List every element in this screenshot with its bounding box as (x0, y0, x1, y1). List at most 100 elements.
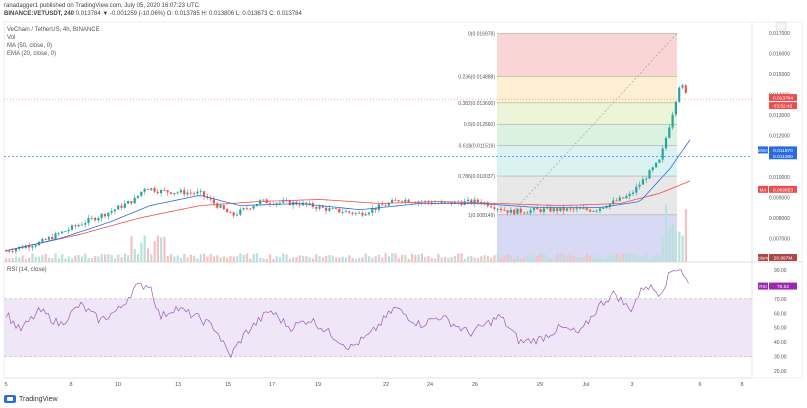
volume-bar (368, 256, 371, 262)
candle-body (173, 192, 176, 194)
candle-body (509, 209, 512, 213)
candle-body (14, 248, 17, 252)
ma-legend[interactable]: MA (50, close, 0) (7, 43, 53, 49)
volume-bar (90, 257, 93, 262)
candle-body (351, 212, 354, 214)
volume-bar (160, 237, 163, 262)
candle-body (463, 201, 466, 205)
candle-body (453, 201, 456, 205)
candle-body (658, 159, 661, 163)
candle-body (282, 200, 285, 203)
candle-body (123, 203, 126, 208)
time-axis-label: 13 (175, 382, 181, 388)
rsi-band (4, 298, 752, 357)
fib-label: 0(0.016978) (468, 31, 495, 37)
volume-bar (424, 256, 427, 262)
volume-bar (381, 257, 384, 262)
price-chart[interactable]: 0(0.016978) 0.236(0.014888) 0.382(0.013600… (0, 0, 807, 395)
candle-body (684, 85, 687, 93)
volume-bar (335, 257, 338, 262)
volume-bar (117, 254, 120, 262)
candle-body (612, 200, 615, 204)
volume-bar (80, 256, 84, 262)
volume-bar (31, 253, 34, 262)
candle-body (466, 199, 470, 202)
volume-bar (417, 254, 420, 262)
volume-bar (628, 253, 631, 262)
candle-body (407, 199, 410, 203)
fib-zone (497, 102, 677, 125)
volume-bar (622, 253, 625, 262)
candle-body (249, 208, 252, 210)
candle-body (622, 197, 625, 199)
volume-bar (183, 253, 186, 262)
volume-bar (308, 257, 311, 262)
volume-bar (229, 256, 232, 262)
candle-body (516, 208, 519, 214)
volume-bar (140, 242, 143, 262)
badge-value-text: 26.997M (774, 256, 793, 262)
candle-body (618, 197, 621, 201)
candle-body (572, 208, 575, 210)
volume-bar (328, 254, 331, 262)
candle-body (367, 212, 371, 215)
volume-bar (671, 223, 674, 262)
volume-bar (674, 230, 678, 262)
rsi-legend[interactable]: RSI (14, close) (7, 267, 47, 273)
time-axis-label: 5 (4, 382, 7, 388)
time-axis-label: 8 (740, 382, 743, 388)
ema-legend[interactable]: EMA (20, close, 0) (7, 51, 57, 57)
volume-bar (641, 255, 645, 262)
candle-body (374, 208, 377, 210)
volume-bar (374, 256, 377, 262)
candle-body (490, 206, 493, 208)
fib-zone (497, 33, 677, 77)
candle-body (67, 229, 70, 232)
volume-bar (533, 254, 536, 262)
volume-bar (440, 257, 443, 262)
candle-body (70, 225, 74, 230)
rsi-tick-label: 30.00 (774, 355, 787, 361)
chart-title: VeChain / TetherUS, 4h, BINANCE (7, 27, 100, 33)
candle-body (589, 209, 592, 212)
symbol: BINANCE:VETUSDT, 240 (4, 11, 75, 17)
volume-bar (206, 256, 209, 262)
volume-bar (457, 253, 460, 262)
candles (4, 83, 687, 255)
volume-bar (678, 231, 681, 262)
candle-body (8, 250, 11, 252)
candle-body (668, 127, 671, 138)
volume-bar (364, 253, 367, 262)
volume-bar (146, 248, 150, 262)
candle-body (592, 211, 595, 212)
volume-bar (44, 253, 47, 262)
vol-legend[interactable]: Vol (7, 35, 16, 41)
volume-bar (292, 257, 295, 262)
time-axis-label: 22 (383, 382, 389, 388)
candle-body (222, 205, 225, 210)
candle-body (216, 203, 219, 208)
candle-body (57, 233, 60, 235)
candle-body (506, 210, 509, 213)
candle-body (242, 208, 245, 210)
candle-body (470, 199, 473, 204)
candle-body (193, 192, 196, 194)
candle-body (226, 209, 229, 213)
candle-body (219, 205, 222, 208)
volume-bar (605, 257, 608, 262)
volume-bar (665, 204, 668, 262)
time-axis-label: 3 (630, 382, 633, 388)
candle-body (575, 208, 578, 210)
candle-body (308, 203, 311, 205)
volume-bar (252, 254, 255, 262)
volume-bar (321, 257, 324, 262)
candle-body (397, 200, 400, 202)
candle-body (318, 206, 321, 209)
fib-label: 0.786(0.010037) (458, 174, 495, 180)
volume-bar (569, 254, 572, 262)
fib-label: 0.618(0.011519) (459, 144, 496, 150)
candle-body (569, 208, 572, 210)
candle-body (166, 190, 169, 193)
volume-bar (84, 253, 87, 262)
volume-bar (110, 254, 113, 262)
